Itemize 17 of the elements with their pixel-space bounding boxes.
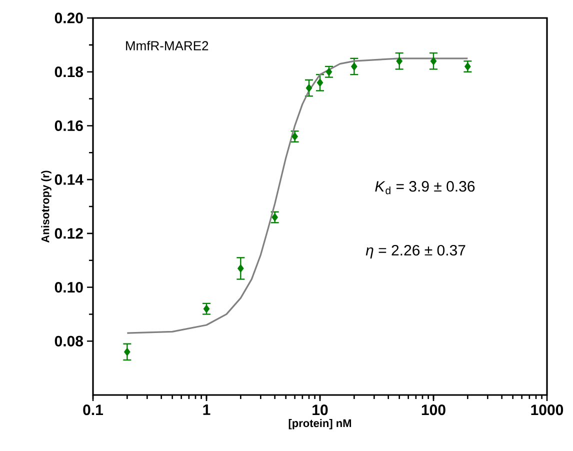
y-tick-label: 0.14 <box>54 174 84 185</box>
x-tick-label: 1000 <box>531 404 564 416</box>
y-tick-label: 0.08 <box>54 336 84 346</box>
y-axis-title: Anisotropy (r) <box>41 170 52 243</box>
x-tick-label: 100 <box>422 404 446 416</box>
x-tick-label: 10 <box>312 404 328 416</box>
y-tick-label: 0.10 <box>54 282 83 293</box>
x-axis-title: [protein] nM <box>288 419 352 430</box>
y-tick-label: 0.12 <box>54 228 83 239</box>
annotation: K$_{d}$ = 3.9 ± 0.36 <box>375 181 475 194</box>
annotation: η = 2.26 ± 0.37 <box>366 244 466 259</box>
x-tick-label: 1 <box>203 404 210 415</box>
y-tick-label: 0.18 <box>54 66 84 78</box>
annotation: MmfR-MARE2 <box>126 40 208 50</box>
y-tick-label: 0.16 <box>54 120 83 132</box>
x-tick-label: 0.1 <box>83 404 104 416</box>
y-tick-label: 0.20 <box>54 12 83 24</box>
